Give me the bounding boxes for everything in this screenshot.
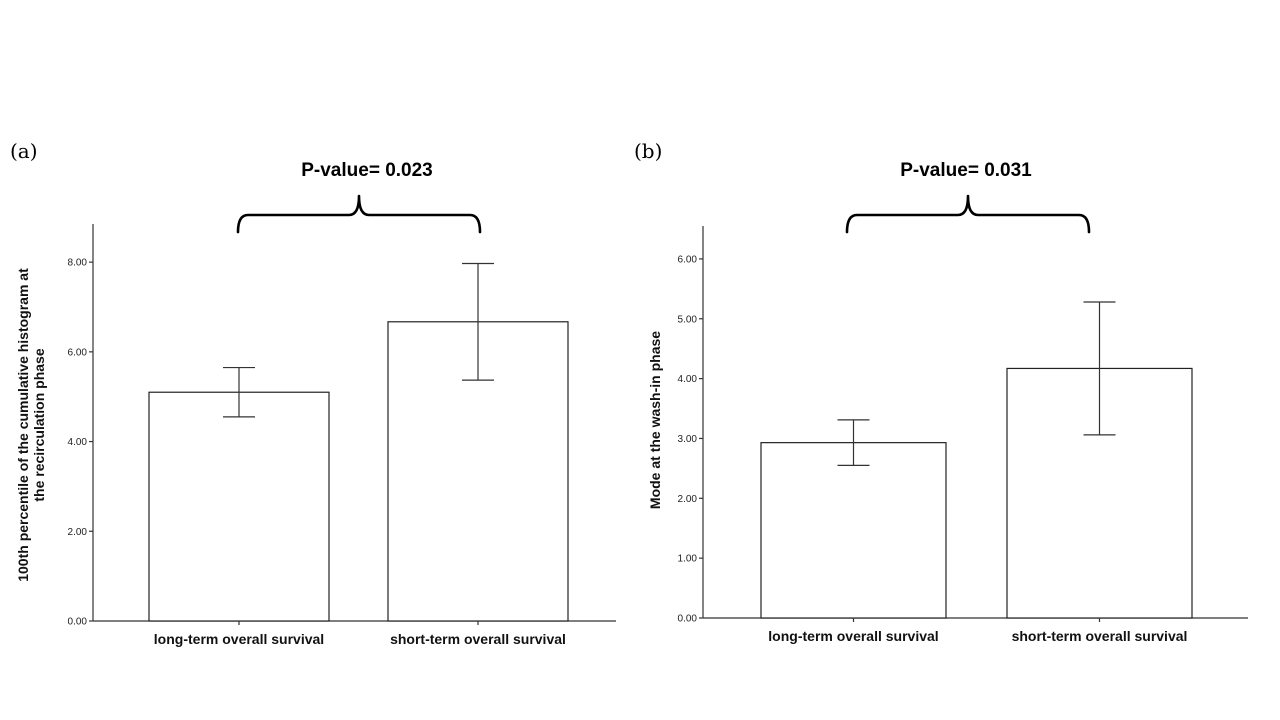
x-tick-label: long-term overall survival	[154, 631, 324, 647]
x-tick-label: short-term overall survival	[390, 631, 566, 647]
y-tick-label: 4.00	[678, 374, 698, 385]
y-axis-title: 100th percentile of the cumulative histo…	[15, 268, 31, 582]
y-tick-label: 3.00	[678, 434, 698, 445]
panel-label: (b)	[634, 139, 662, 163]
y-tick-label: 2.00	[678, 494, 698, 505]
x-tick-label: long-term overall survival	[768, 628, 938, 644]
y-tick-label: 6.00	[68, 347, 88, 358]
y-tick-label: 5.00	[678, 314, 698, 325]
y-tick-label: 8.00	[68, 258, 88, 269]
y-tick-label: 0.00	[68, 617, 88, 628]
y-axis-title: Mode at the wash-in phase	[647, 331, 663, 509]
y-tick-label: 1.00	[678, 554, 698, 565]
p-value-annotation: P-value= 0.023	[301, 160, 433, 181]
comparison-brace	[236, 194, 482, 234]
y-axis-title: the recirculation phase	[31, 348, 47, 501]
bar	[760, 442, 947, 619]
chart-panel-a: (a) P-value= 0.023 0.00 2.00 4.00 6.00 8.00 100…	[10, 139, 616, 647]
y-tick-label: 4.00	[68, 437, 88, 448]
y-tick-label: 6.00	[678, 254, 698, 265]
y-tick-label: 0.00	[678, 614, 698, 625]
comparison-brace	[845, 194, 1091, 234]
p-value-annotation: P-value= 0.031	[900, 160, 1032, 181]
bar	[148, 391, 330, 622]
y-tick-label: 2.00	[68, 527, 88, 538]
chart-panel-b: (b) P-value= 0.031 0.00 1.00 2.00 3.00 4.00 5.0…	[634, 139, 1248, 644]
panel-label: (a)	[10, 139, 38, 163]
x-tick-label: short-term overall survival	[1012, 628, 1188, 644]
